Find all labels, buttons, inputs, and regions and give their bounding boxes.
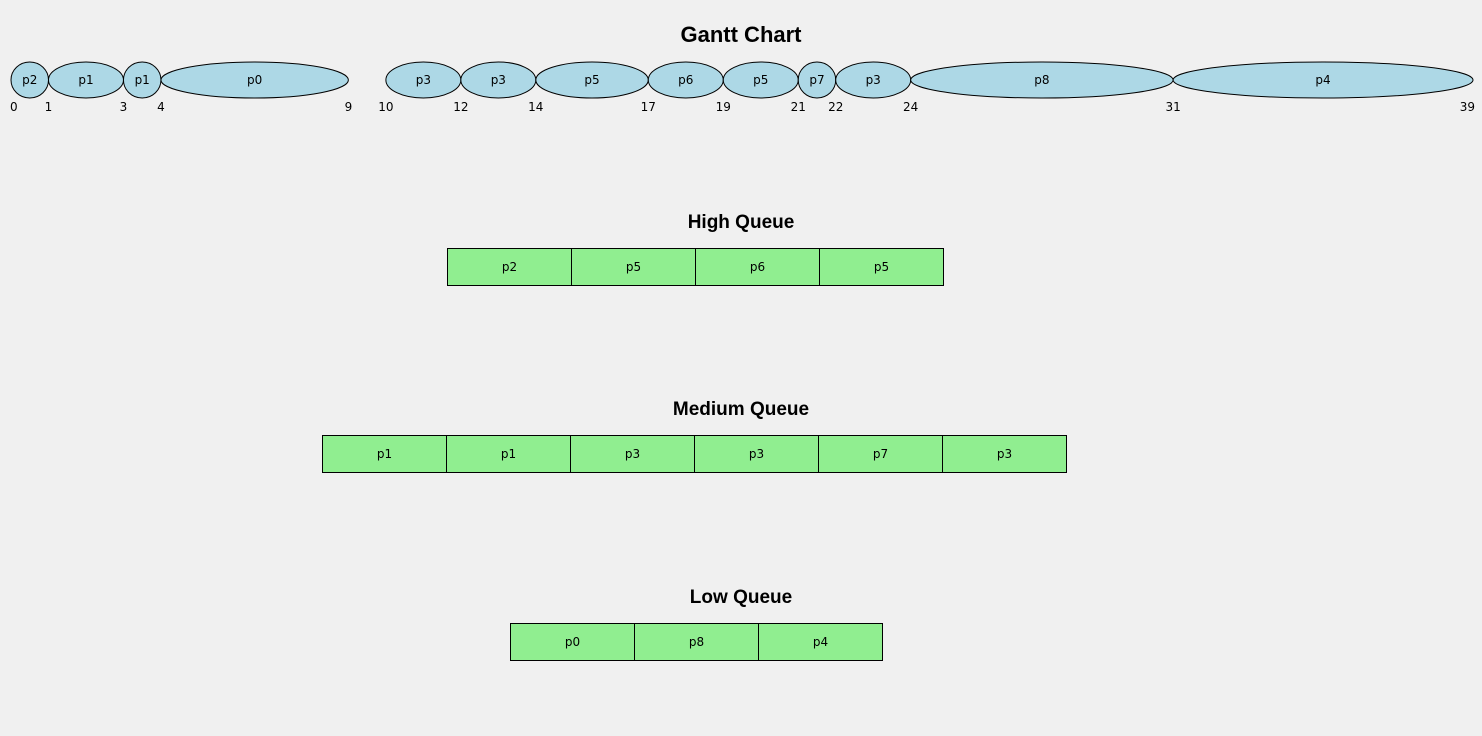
high-queue-cell: p2: [447, 248, 572, 286]
gantt-tick-label: 31: [1165, 100, 1180, 114]
low-queue-title: Low Queue: [689, 587, 793, 608]
gantt-tick-label: 39: [1460, 100, 1475, 114]
gantt-segment-label: p3: [866, 73, 881, 87]
gantt-tick-label: 3: [120, 100, 128, 114]
medium-queue-cell: p3: [570, 435, 695, 473]
low-queue: p0 p8 p4: [510, 623, 883, 661]
gantt-segment: [1172, 61, 1474, 99]
high-queue-cell: p5: [819, 248, 944, 286]
gantt-segment-label: p3: [416, 73, 431, 87]
gantt-segment-label: p7: [809, 73, 824, 87]
gantt-tick-label: 9: [345, 100, 353, 114]
gantt-tick-label: 17: [641, 100, 656, 114]
gantt-segment-label: p6: [678, 73, 693, 87]
gantt-segment: [160, 61, 349, 99]
gantt-tick-label: 14: [528, 100, 543, 114]
gantt-segment-label: p8: [1034, 73, 1049, 87]
medium-queue-title: Medium Queue: [672, 399, 810, 420]
medium-queue-cell: p1: [322, 435, 447, 473]
low-queue-cell: p0: [510, 623, 635, 661]
medium-queue-cell: p7: [818, 435, 943, 473]
gantt-tick-label: 1: [45, 100, 53, 114]
gantt-segment-label: p1: [135, 73, 150, 87]
gantt-tick-label: 0: [10, 100, 18, 114]
gantt-segment-label: p3: [491, 73, 506, 87]
medium-queue-cell: p1: [446, 435, 571, 473]
gantt-segment-label: p2: [22, 73, 37, 87]
gantt-segment-label: p4: [1315, 73, 1330, 87]
gantt-tick-label: 21: [791, 100, 806, 114]
gantt-segment-label: p5: [753, 73, 768, 87]
high-queue-cell: p6: [695, 248, 820, 286]
gantt-segment-label: p0: [247, 73, 262, 87]
gantt-tick-label: 19: [716, 100, 731, 114]
gantt-segment-label: p5: [584, 73, 599, 87]
low-queue-cell: p8: [634, 623, 759, 661]
high-queue-cell: p5: [571, 248, 696, 286]
gantt-svg: p2 p1 p1 p0 p3 p3 p5 p6 p5 p7 p3 p8 p4 0 1 3 4 9 10 12 14 17 1…: [10, 61, 1475, 114]
gantt-tick-label: 4: [157, 100, 165, 114]
low-queue-cell: p4: [758, 623, 883, 661]
high-queue-title: High Queue: [687, 212, 795, 233]
gantt-chart: p2 p1 p1 p0 p3 p3 p5 p6 p5 p7 p3 p8 p4 0 1 3 4 9 10 12 14 17 1…: [0, 0, 1482, 130]
medium-queue-cell: p3: [694, 435, 819, 473]
medium-queue-cell: p3: [942, 435, 1067, 473]
gantt-tick-label: 22: [828, 100, 843, 114]
gantt-segment-label: p1: [78, 73, 93, 87]
high-queue: p2 p5 p6 p5: [447, 248, 944, 286]
gantt-tick-label: 10: [378, 100, 393, 114]
gantt-chart-title: Gantt Chart: [680, 22, 802, 47]
gantt-tick-label: 12: [453, 100, 468, 114]
gantt-tick-label: 24: [903, 100, 918, 114]
medium-queue: p1 p1 p3 p3 p7 p3: [322, 435, 1067, 473]
